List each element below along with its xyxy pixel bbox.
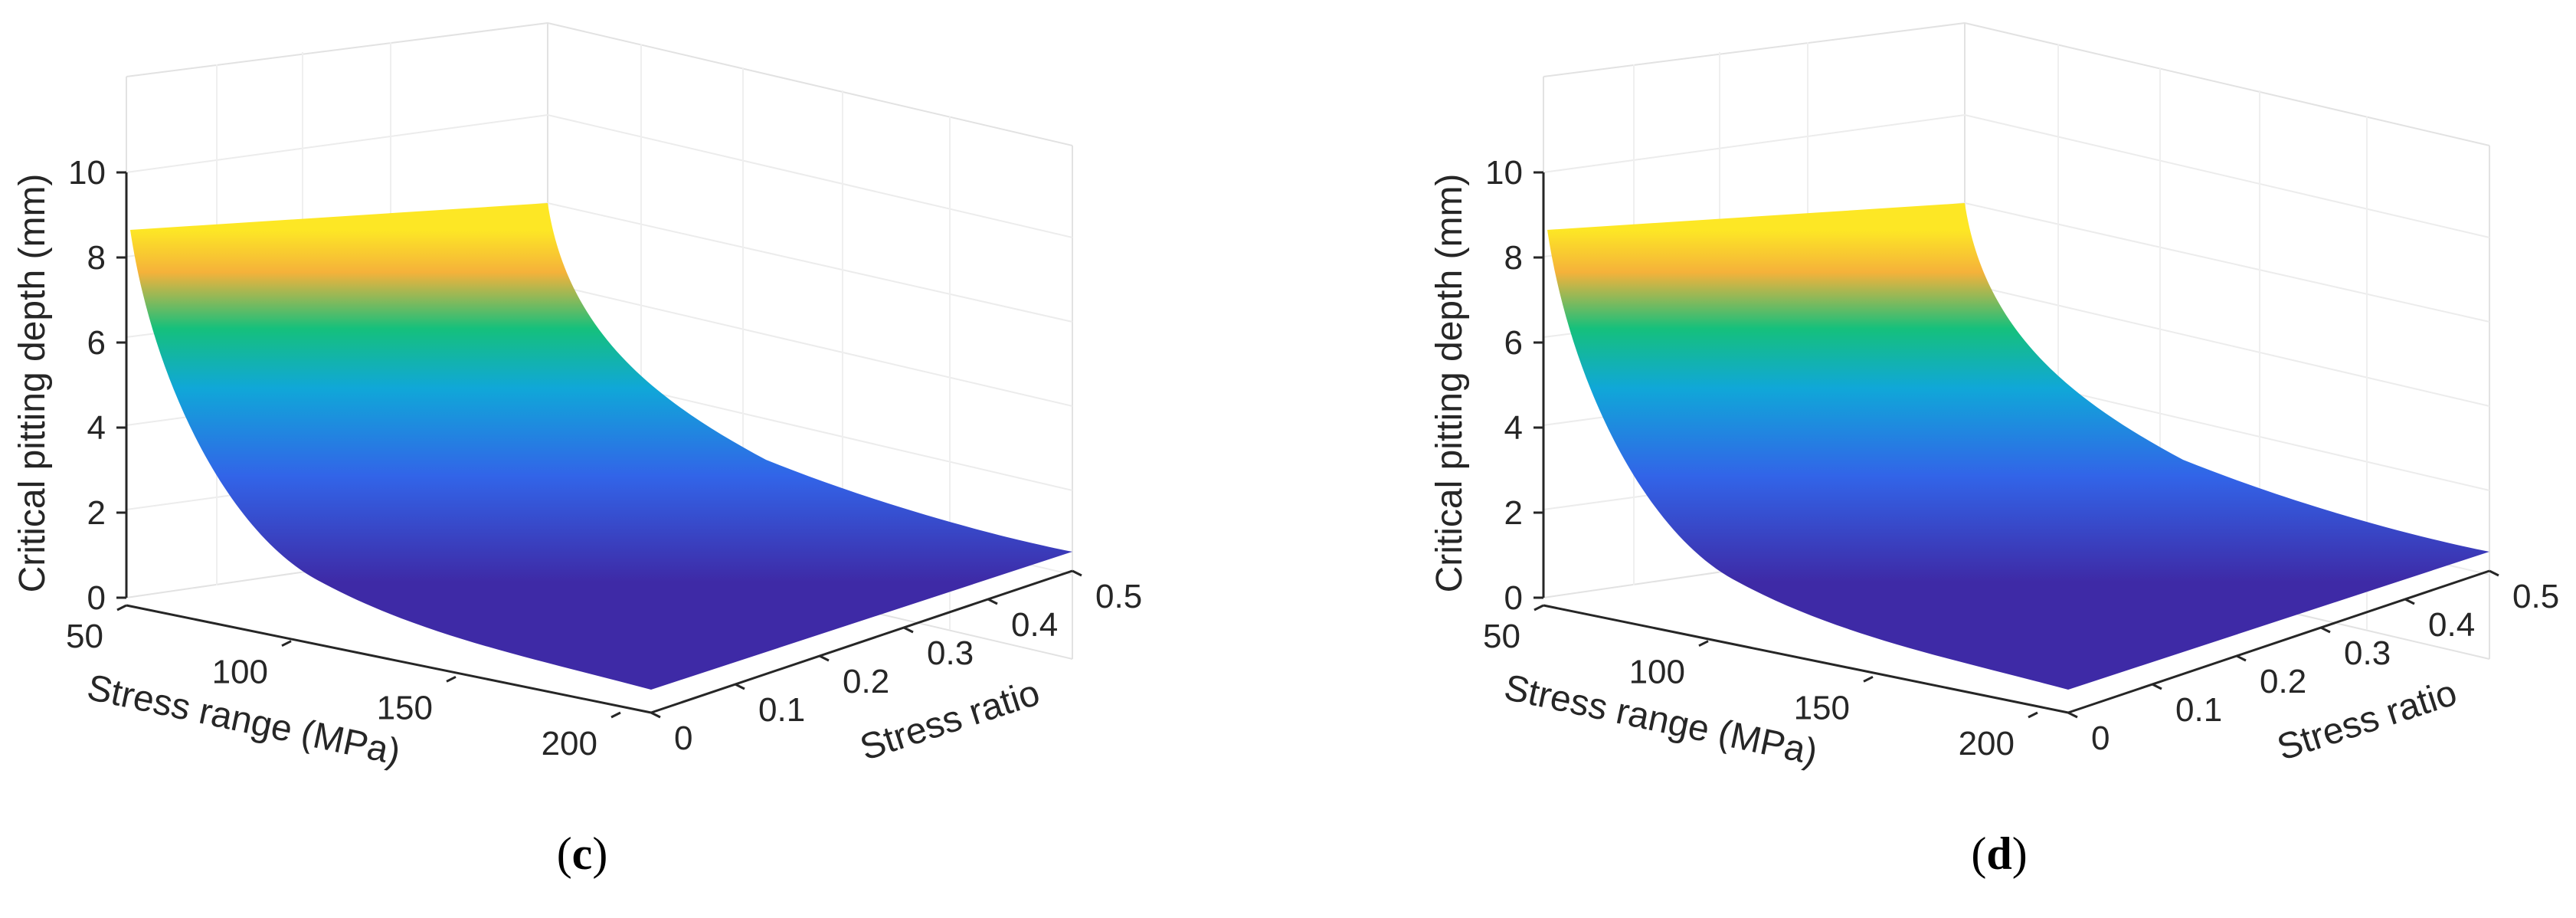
z-tick-label: 2 <box>87 494 106 532</box>
y-tick-label: 0.4 <box>2428 606 2475 644</box>
y-tick-mark <box>2067 711 2078 719</box>
y-tick-mark <box>819 654 830 662</box>
chart-panel-d: 0 2 4 6 8 10 50 100 150 200 0 0.1 0.2 0.3 0.4 0.5 Critic… <box>1417 0 2576 918</box>
x-tick-label: 200 <box>542 725 597 762</box>
x-tick-mark <box>2028 711 2038 719</box>
axes-d <box>1542 172 2490 714</box>
z-tick-label: 6 <box>87 324 106 362</box>
y-tick-mark <box>903 626 914 634</box>
y-tick-label: 0.2 <box>843 663 889 700</box>
x-tick-label: 100 <box>212 654 268 691</box>
y-tick-label: 0.5 <box>2512 578 2559 615</box>
y-tick-mark <box>987 598 998 605</box>
surface-c <box>130 203 1072 690</box>
x-tick-mark <box>116 604 127 611</box>
y-tick-mark <box>735 683 745 690</box>
x-tick-mark <box>1863 675 1874 683</box>
y-tick-mark <box>2320 626 2331 634</box>
surface-d <box>1547 203 2489 690</box>
y-tick-label: 0.2 <box>2260 663 2306 700</box>
y-tick-label: 0.5 <box>1095 578 1142 615</box>
y-tick-label: 0.3 <box>927 634 974 672</box>
z-tick-label: 8 <box>1504 239 1523 277</box>
x-tick-label: 100 <box>1629 654 1685 691</box>
x-tick-mark <box>1533 604 1544 611</box>
z-tick-label: 4 <box>87 409 106 447</box>
z-tick-label: 8 <box>87 239 106 277</box>
caption-d: (d) <box>1971 828 2028 879</box>
z-tick-label: 0 <box>87 579 106 617</box>
x-tick-label: 150 <box>377 689 433 726</box>
surface-plot-c: 0 2 4 6 8 10 50 100 150 200 0 0.1 0.2 0.3 0.4 0.5 Critic… <box>12 22 1142 773</box>
chart-panel-c: 0 2 4 6 8 10 50 100 150 200 0 0.1 0.2 0.3 0.4 0.5 Critic… <box>12 22 1142 879</box>
x-tick-label: 150 <box>1794 689 1850 726</box>
x-tick-mark <box>610 711 621 719</box>
y-tick-mark <box>650 711 661 719</box>
y-tick-mark <box>1072 569 1082 577</box>
caption-c: (c) <box>556 828 608 879</box>
y-tick-label: 0.1 <box>758 691 805 729</box>
y-tick-mark <box>2236 654 2247 662</box>
x-tick-mark <box>281 640 292 648</box>
y-tick-label: 0.1 <box>2175 691 2222 729</box>
z-axis-title: Critical pitting depth (mm) <box>1429 174 1470 593</box>
x-tick-label: 200 <box>1959 725 2015 762</box>
y-tick-label: 0 <box>674 720 692 757</box>
z-tick-label: 0 <box>1504 579 1523 617</box>
surface-plot-d: 0 2 4 6 8 10 50 100 150 200 0 0.1 0.2 0.3 0.4 0.5 Critic… <box>1429 22 2559 773</box>
x-tick-label: 50 <box>66 618 103 655</box>
y-tick-label: 0.3 <box>2344 634 2391 672</box>
z-tick-label: 10 <box>1485 154 1523 192</box>
z-axis-title: Critical pitting depth (mm) <box>12 174 53 593</box>
z-tick-label: 2 <box>1504 494 1523 532</box>
x-tick-mark <box>1698 640 1709 648</box>
y-tick-mark <box>2489 569 2499 577</box>
x-tick-mark <box>446 675 457 683</box>
y-tick-label: 0.4 <box>1011 606 1058 644</box>
z-tick-label: 6 <box>1504 324 1523 362</box>
y-tick-mark <box>2152 683 2162 690</box>
y-tick-mark <box>2404 598 2415 605</box>
z-tick-label: 4 <box>1504 409 1523 447</box>
axes-c <box>125 172 1073 714</box>
x-tick-label: 50 <box>1483 618 1520 655</box>
y-tick-label: 0 <box>2091 720 2110 757</box>
z-tick-label: 10 <box>68 154 106 192</box>
